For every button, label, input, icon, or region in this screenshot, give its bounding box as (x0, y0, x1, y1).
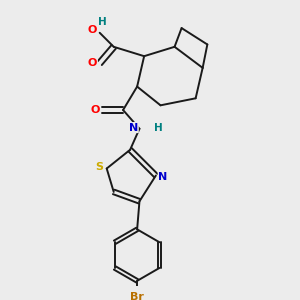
Text: Br: Br (130, 292, 144, 300)
Text: S: S (96, 162, 104, 172)
Text: O: O (88, 26, 97, 35)
Text: N: N (129, 123, 138, 133)
Text: H: H (154, 123, 163, 133)
Text: O: O (90, 105, 100, 115)
Text: N: N (158, 172, 167, 182)
Text: O: O (88, 58, 97, 68)
Text: H: H (98, 17, 106, 27)
